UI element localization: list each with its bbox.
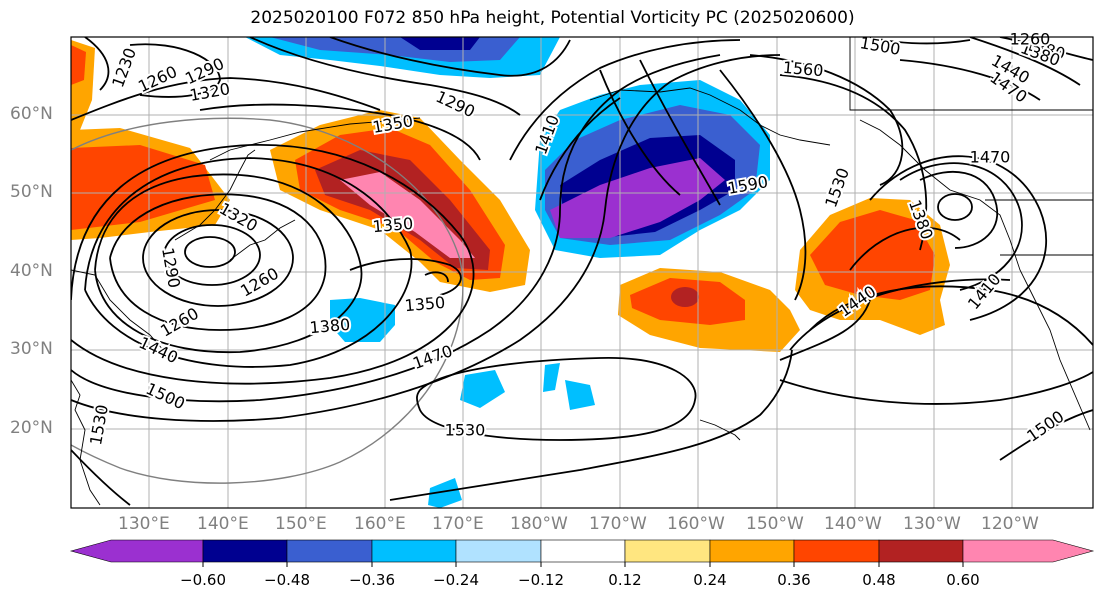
longitude-label: 150°W [746,514,804,534]
colorbar-segment [878,539,964,563]
contour-label: 1350 [404,293,446,315]
colorbar-segment [371,539,457,563]
colorbar-segment [202,539,288,563]
coastlines [71,37,1093,506]
colorbar-tick-label: −0.36 [349,571,395,589]
longitude-label: 130°W [903,514,961,534]
colorbar-tick-label: −0.24 [433,571,479,589]
contour-label: 1380 [309,315,351,337]
pv-negative-area-central [535,80,770,258]
colorbar-segment [286,539,373,563]
contour-label: 1260 [1010,30,1051,49]
longitude-label: 130°E [118,514,170,534]
longitude-label: 140°E [197,514,249,534]
colorbar-tick-label: 0.48 [862,571,896,589]
colorbar-tick-label: 0.12 [608,571,642,589]
longitude-label: 150°E [275,514,327,534]
longitude-label: 120°W [981,514,1039,534]
latitude-label: 30°N [10,339,53,359]
longitude-label: 160°E [354,514,406,534]
colorbar-segment [455,539,542,563]
longitude-label: 180°W [510,514,568,534]
domain-boundary-circle [71,117,464,484]
contour-label: 1560 [782,58,824,80]
contour-label: 1530 [445,421,486,440]
colorbar [69,539,1095,567]
map-title: 2025020100 F072 850 hPa height, Potentia… [250,8,855,28]
pv-positive-area-east [618,198,950,352]
colorbar-tick-label: −0.48 [264,571,310,589]
colorbar-tick-label: −0.12 [518,571,564,589]
contour-label: 1350 [372,214,414,236]
latitude-label: 60°N [10,104,53,124]
longitude-label: 140°W [824,514,882,534]
colorbar-segment [69,539,204,563]
longitude-label: 160°W [667,514,725,534]
graticule [71,37,1093,508]
colorbar-segment [962,539,1095,563]
colorbar-tick-label: 0.24 [693,571,727,589]
colorbar-segment [793,539,880,563]
longitude-label: 170°E [432,514,484,534]
latitude-label: 40°N [10,261,53,281]
colorbar-segment [624,539,711,563]
colorbar-segment [540,539,626,563]
contour-label: 1470 [970,148,1011,167]
colorbar-tick-label: 0.36 [777,571,811,589]
latitude-label: 50°N [10,182,53,202]
latitude-label: 20°N [10,418,53,438]
colorbar-segment [709,539,795,563]
height-contours [71,37,1093,506]
colorbar-tick-label: −0.60 [180,571,226,589]
longitude-label: 170°W [589,514,647,534]
colorbar-tick-label: 0.60 [946,571,980,589]
map-frame [70,36,1094,509]
